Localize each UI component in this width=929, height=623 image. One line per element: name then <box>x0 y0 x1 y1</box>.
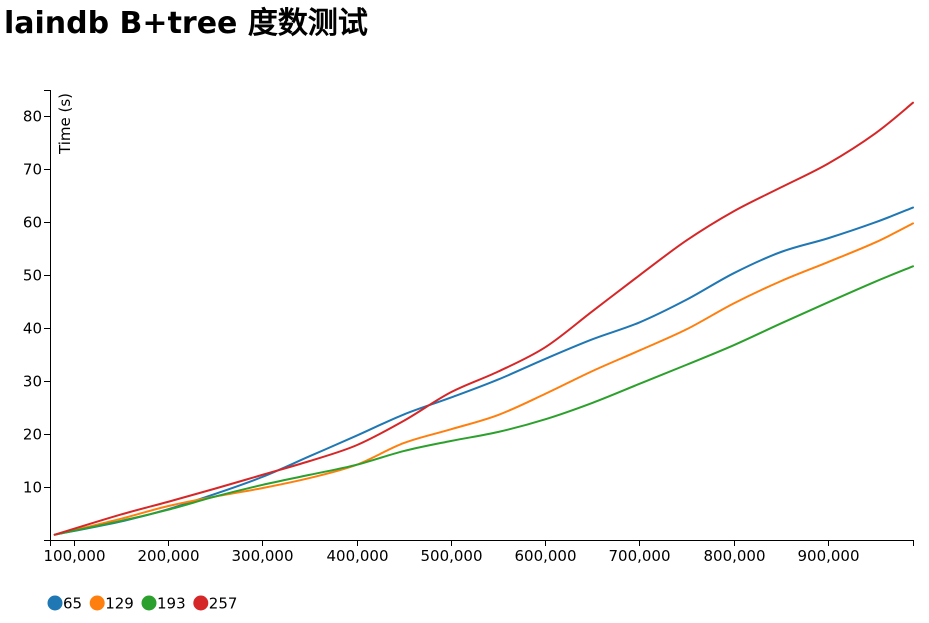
legend: 65 129 193 257 <box>47 595 237 613</box>
series-line-129 <box>53 222 914 536</box>
legend-item-193: 193 <box>141 595 186 613</box>
y-tick-label: 60 <box>23 214 42 232</box>
legend-item-65: 65 <box>47 595 82 613</box>
legend-item-129: 129 <box>89 595 134 613</box>
series-line-257 <box>53 101 914 536</box>
y-tick-label: 20 <box>23 426 42 444</box>
legend-swatch <box>89 595 105 611</box>
legend-swatch <box>47 595 63 611</box>
x-tick-label: 400,000 <box>326 547 388 565</box>
y-tick-label: 70 <box>23 161 42 179</box>
legend-swatch <box>193 595 209 611</box>
chart-title: laindb B+tree 度数测试 <box>4 6 368 41</box>
x-tick-label: 300,000 <box>231 547 293 565</box>
x-axis-line <box>50 540 914 546</box>
y-axis: 10 20 30 40 50 60 70 80 <box>23 90 51 541</box>
series-lines <box>53 101 914 536</box>
y-tick-label: 40 <box>23 320 42 338</box>
legend-label: 65 <box>63 595 82 613</box>
x-tick-label: 600,000 <box>514 547 576 565</box>
legend-swatch <box>141 595 157 611</box>
legend-item-257: 257 <box>193 595 237 613</box>
legend-label: 193 <box>157 595 186 613</box>
legend-label: 257 <box>209 595 238 613</box>
x-tick-label: 900,000 <box>797 547 859 565</box>
x-tick-label: 500,000 <box>420 547 482 565</box>
x-tick-label: 700,000 <box>608 547 670 565</box>
legend-label: 129 <box>105 595 134 613</box>
y-tick-label: 80 <box>23 108 42 126</box>
y-tick-label: 50 <box>23 267 42 285</box>
series-line-65 <box>53 206 914 536</box>
x-tick-label: 200,000 <box>137 547 199 565</box>
y-axis-line <box>44 90 51 541</box>
y-tick-label: 30 <box>23 373 42 391</box>
series-line-193 <box>53 265 914 536</box>
y-tick-label: 10 <box>23 479 42 497</box>
y-axis-title: Time (s) <box>56 93 74 155</box>
x-tick-label: 800,000 <box>703 547 765 565</box>
x-axis: 100,000 200,000 300,000 400,000 500,000 600,0… <box>43 540 914 565</box>
x-tick-label: 100,000 <box>43 547 105 565</box>
